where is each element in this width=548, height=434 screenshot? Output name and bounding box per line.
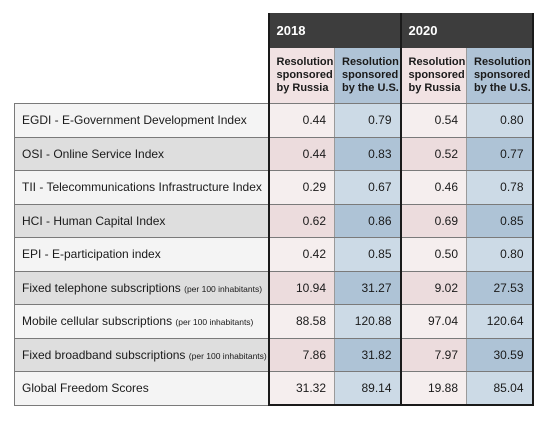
table-row: HCI - Human Capital Index 0.62 0.86 0.69 0.8…: [14, 203, 534, 238]
table-body: EGDI - E-Government Development Index 0.4…: [14, 103, 534, 406]
corner-blank: [15, 14, 269, 48]
value-russia-2020: 97.04: [399, 304, 467, 339]
value-us-2018: 89.14: [334, 371, 402, 406]
value-us-2020: 0.80: [466, 103, 534, 138]
value-russia-2020: 0.46: [399, 170, 467, 205]
row-label: EPI - E-participation index: [14, 237, 269, 272]
value-us-2020: 0.85: [466, 203, 534, 238]
value-us-2020: 120.64: [466, 304, 534, 339]
row-label: HCI - Human Capital Index: [14, 203, 269, 238]
row-label-note: (per 100 inhabitants): [188, 350, 267, 361]
value-us-2018: 0.83: [334, 136, 402, 171]
row-label-text: Global Freedom Scores: [22, 381, 149, 396]
row-label-text: HCI - Human Capital Index: [22, 213, 166, 228]
value-russia-2020: 0.54: [399, 103, 467, 138]
comparison-table: 2018 2020 Resolution sponsored by Russia…: [14, 13, 534, 406]
col-header-us-2020: Resolution sponsored by the U.S.: [466, 47, 534, 104]
row-label: OSI - Online Service Index: [14, 136, 269, 171]
value-us-2018: 0.85: [334, 237, 402, 272]
year-header-2018: 2018: [267, 13, 402, 48]
value-russia-2020: 7.97: [399, 337, 467, 372]
value-russia-2020: 19.88: [399, 371, 467, 406]
value-us-2020: 85.04: [466, 371, 534, 406]
row-label-text: EGDI - E-Government Development Index: [22, 113, 247, 128]
table-row: TII - Telecommunications Infrastructure …: [14, 170, 534, 205]
col-header-russia-2018: Resolution sponsored by Russia: [267, 47, 335, 104]
value-russia-2020: 0.69: [399, 203, 467, 238]
row-label-text: Mobile cellular subscriptions: [22, 314, 173, 329]
value-russia-2018: 7.86: [267, 337, 335, 372]
row-label-note: (per 100 inhabitants): [184, 283, 263, 294]
row-label-text: EPI - E-participation index: [22, 247, 161, 262]
row-label-text: Fixed broadband subscriptions: [22, 347, 186, 362]
value-us-2018: 0.79: [334, 103, 402, 138]
value-us-2020: 30.59: [466, 337, 534, 372]
table-row: Fixed telephone subscriptions (per 100 i…: [14, 270, 534, 305]
table-row: EGDI - E-Government Development Index 0.4…: [14, 103, 534, 138]
row-label: Fixed telephone subscriptions (per 100 i…: [14, 270, 269, 305]
value-us-2018: 0.67: [334, 170, 402, 205]
value-russia-2018: 0.44: [267, 103, 335, 138]
row-label-text: Fixed telephone subscriptions: [22, 280, 181, 295]
value-russia-2018: 88.58: [267, 304, 335, 339]
value-russia-2020: 0.50: [399, 237, 467, 272]
value-us-2018: 31.27: [334, 270, 402, 305]
value-russia-2020: 9.02: [399, 270, 467, 305]
col-header-us-2018: Resolution sponsored by the U.S.: [334, 47, 402, 104]
row-label: TII - Telecommunications Infrastructure …: [14, 170, 269, 205]
table-row: OSI - Online Service Index 0.44 0.83 0.52 0.…: [14, 136, 534, 171]
value-russia-2018: 0.62: [267, 203, 335, 238]
value-russia-2018: 0.29: [267, 170, 335, 205]
value-us-2020: 27.53: [466, 270, 534, 305]
row-label-text: TII - Telecommunications Infrastructure …: [22, 180, 262, 195]
table-row: Mobile cellular subscriptions (per 100 i…: [14, 304, 534, 339]
row-label: Global Freedom Scores: [14, 371, 269, 406]
table-row: EPI - E-participation index 0.42 0.85 0.50 0…: [14, 237, 534, 272]
value-us-2020: 0.80: [466, 237, 534, 272]
row-label-note: (per 100 inhabitants): [175, 317, 254, 328]
value-us-2018: 31.82: [334, 337, 402, 372]
value-russia-2018: 0.42: [267, 237, 335, 272]
value-us-2020: 0.77: [466, 136, 534, 171]
row-label: Mobile cellular subscriptions (per 100 i…: [14, 304, 269, 339]
row-label: EGDI - E-Government Development Index: [14, 103, 269, 138]
value-us-2018: 0.86: [334, 203, 402, 238]
value-us-2020: 0.78: [466, 170, 534, 205]
row-label-text: OSI - Online Service Index: [22, 146, 165, 161]
value-russia-2018: 31.32: [267, 371, 335, 406]
value-us-2018: 120.88: [334, 304, 402, 339]
table-row: Fixed broadband subscriptions (per 100 i…: [14, 337, 534, 372]
value-russia-2018: 10.94: [267, 270, 335, 305]
corner-blank-2: [15, 48, 269, 104]
table-row: Global Freedom Scores 31.32 89.14 19.88 85.0…: [14, 371, 534, 406]
year-header-2020: 2020: [399, 13, 534, 48]
value-russia-2020: 0.52: [399, 136, 467, 171]
row-label: Fixed broadband subscriptions (per 100 i…: [14, 337, 269, 372]
value-russia-2018: 0.44: [267, 136, 335, 171]
col-header-russia-2020: Resolution sponsored by Russia: [399, 47, 467, 104]
